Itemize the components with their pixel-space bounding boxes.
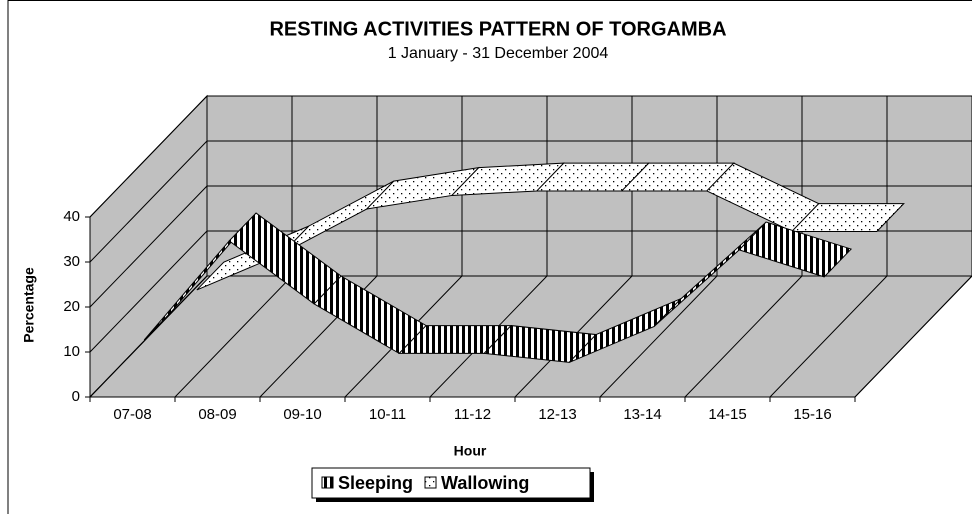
x-tick-label: 08-09 [198, 406, 236, 423]
x-tick-label: 11-12 [454, 406, 491, 423]
x-tick-label: 10-11 [369, 406, 406, 423]
grid-line [89, 185, 208, 308]
y-axis-title: Percentage [21, 267, 37, 343]
y-tick-label: 40 [63, 208, 80, 225]
floor-line [854, 275, 972, 398]
ribbon-segment [738, 221, 853, 278]
x-axis-title: Hour [454, 443, 487, 459]
y-tick-label: 0 [72, 388, 80, 405]
grid-line [89, 140, 208, 263]
legend-box [311, 467, 591, 499]
x-tick-label: 12-13 [538, 406, 576, 423]
grid-line [89, 230, 208, 353]
legend-label: Wallowing [441, 473, 529, 493]
legend: Sleeping Wallowing [311, 467, 594, 502]
grid-line [89, 275, 208, 398]
x-tick-label: 15-16 [793, 406, 831, 423]
plot-area: 0 10 20 30 40 07-08 08-09 09-10 10-11 11-12 12-13 1… [63, 94, 972, 423]
x-tick-label: 13-14 [623, 406, 661, 423]
y-tick-label: 10 [63, 343, 80, 360]
grid-line [89, 95, 208, 218]
y-tick-label: 30 [63, 253, 80, 270]
legend-label: Sleeping [338, 473, 413, 493]
floor-line [174, 275, 293, 398]
chart-border [7, 0, 972, 514]
legend-swatch [424, 476, 437, 489]
chart-subtitle: 1 January - 31 December 2004 [388, 45, 609, 62]
floor-line [684, 275, 803, 398]
ribbon-segment [790, 203, 905, 232]
floor-line [769, 275, 888, 398]
x-tick-label: 14-15 [708, 406, 746, 423]
x-tick-label: 07-08 [113, 406, 151, 423]
chart-title: RESTING ACTIVITIES PATTERN OF TORGAMBA [269, 18, 726, 40]
y-tick-label: 20 [63, 298, 80, 315]
floor-line [599, 275, 718, 398]
x-tick-label: 09-10 [283, 406, 321, 423]
legend-swatch [321, 476, 334, 489]
